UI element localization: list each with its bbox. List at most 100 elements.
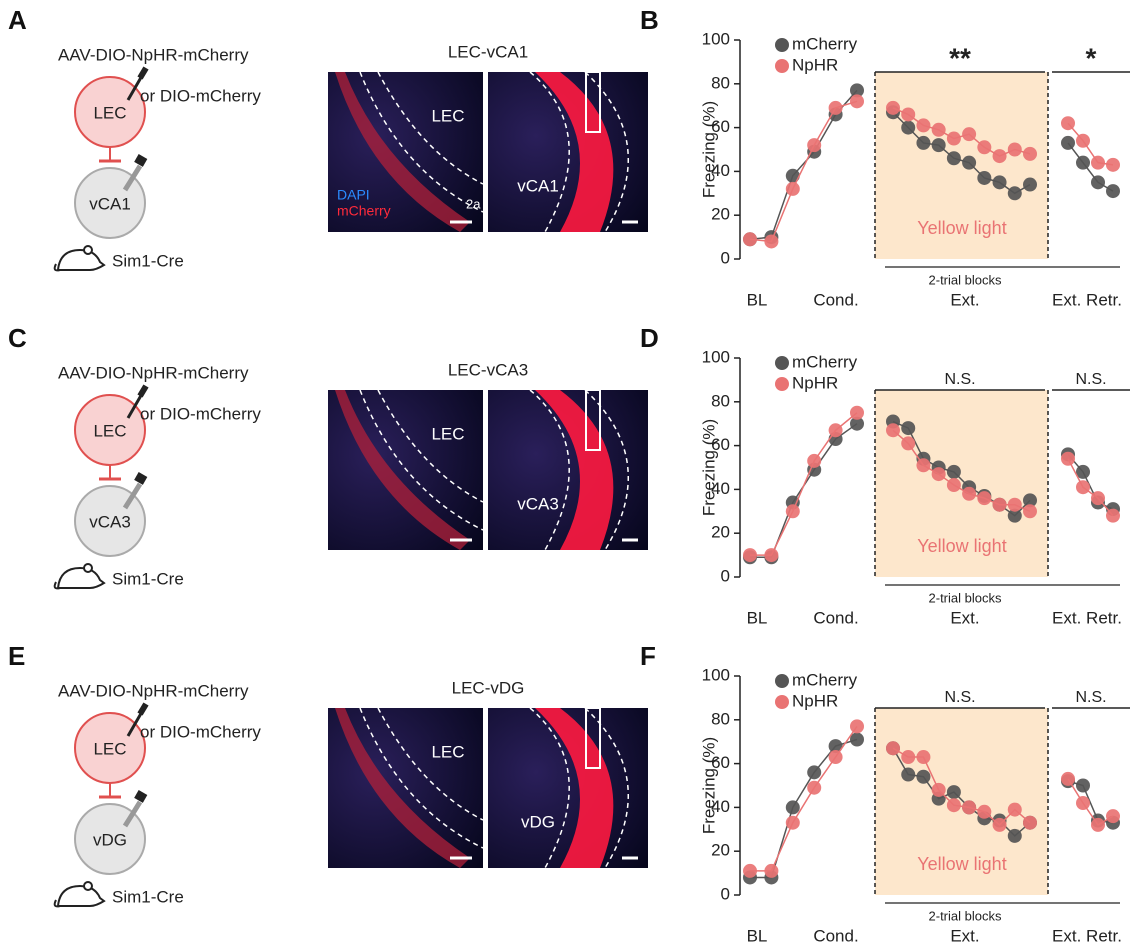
data-point: [1023, 146, 1037, 161]
data-point: [931, 122, 946, 137]
pipette-tip: [137, 66, 149, 80]
y-tick-label: 100: [702, 347, 730, 366]
data-point: [1076, 155, 1090, 170]
boundary: [359, 71, 484, 213]
data-point: [1091, 175, 1105, 190]
light-label: Yellow light: [917, 854, 1006, 874]
boundary: [529, 71, 570, 233]
legend-marker: [775, 377, 789, 391]
construct-label: AAV-DIO-NpHR-mCherry: [58, 681, 249, 700]
data-point: [946, 151, 961, 166]
red-band: [535, 72, 614, 232]
data-point: [1076, 480, 1090, 495]
boundary: [584, 71, 630, 233]
boundary: [359, 389, 484, 531]
y-tick-label: 80: [711, 709, 730, 728]
boundary: [529, 707, 570, 869]
data-point: [886, 423, 900, 438]
data-point: [1061, 135, 1075, 150]
data-point: [1007, 828, 1022, 843]
x-group-label: Ext.: [950, 926, 979, 945]
data-point: [977, 804, 992, 819]
data-point: [785, 800, 800, 815]
source-label: LEC: [93, 421, 126, 440]
legend-label: mCherry: [792, 670, 858, 689]
panel-letter: D: [640, 323, 659, 353]
data-point: [1106, 184, 1120, 199]
legend-label: NpHR: [792, 373, 838, 392]
data-point: [946, 478, 961, 493]
light-period: [875, 72, 1048, 259]
mouse-icon: [53, 248, 106, 272]
data-point: [1076, 133, 1090, 148]
x-group-label: Cond.: [813, 290, 858, 309]
data-point: [962, 486, 977, 501]
data-point: [977, 170, 992, 185]
image-label: vDG: [521, 812, 555, 831]
image-title: LEC-vDG: [452, 678, 525, 697]
data-point: [901, 436, 916, 451]
data-point: [992, 175, 1007, 190]
data-point: [1061, 451, 1075, 466]
data-point: [962, 127, 977, 142]
y-tick-label: 0: [721, 248, 730, 267]
data-point: [785, 168, 800, 183]
data-point: [931, 138, 946, 153]
y-axis-label: Freezing (%): [699, 737, 718, 834]
legend-marker: [775, 695, 789, 709]
data-point: [850, 83, 864, 98]
data-point: [931, 467, 946, 482]
x-group-label: Ext. Retr.: [1052, 926, 1122, 945]
panel-letter: C: [8, 323, 27, 353]
data-point: [901, 120, 916, 135]
data-point: [807, 780, 822, 795]
fiber-track: [585, 707, 601, 769]
source-label: LEC: [93, 739, 126, 758]
y-tick-label: 20: [711, 523, 730, 542]
light-period: [875, 390, 1048, 577]
data-point: [946, 798, 961, 813]
data-point: [962, 800, 977, 815]
x-group-label: Ext.: [950, 290, 979, 309]
y-tick-label: 60: [711, 117, 730, 136]
mouse-ear: [83, 881, 93, 891]
data-point: [1061, 116, 1075, 131]
data-point: [764, 863, 779, 878]
data-point: [992, 817, 1007, 832]
significance-label: *: [1086, 42, 1097, 73]
x-group-label: Ext. Retr.: [1052, 608, 1122, 627]
data-point: [1023, 504, 1037, 519]
red-layer: [335, 708, 470, 868]
data-point: [1061, 771, 1075, 786]
x-group-label: BL: [747, 926, 768, 945]
data-point: [743, 232, 757, 247]
panel-letter: B: [640, 5, 659, 35]
data-point: [828, 750, 843, 765]
fiber-track: [585, 389, 601, 451]
data-point: [946, 785, 961, 800]
significance-label: N.S.: [944, 371, 975, 388]
data-point: [807, 765, 822, 780]
data-point: [916, 458, 931, 473]
injection-pipette: [126, 709, 145, 737]
pipette-tip: [137, 702, 149, 716]
image-label: LEC: [431, 742, 464, 761]
y-tick-label: 100: [702, 29, 730, 48]
optic-fiber: [122, 800, 143, 828]
fiber-cap: [134, 790, 148, 803]
construct-label: AAV-DIO-NpHR-mCherry: [58, 363, 249, 382]
data-point: [850, 732, 864, 747]
boundary: [377, 71, 484, 185]
data-point: [1091, 817, 1105, 832]
data-point: [764, 234, 779, 249]
optic-fiber: [122, 482, 143, 510]
y-tick-label: 20: [711, 841, 730, 860]
image-label: LEC: [431, 106, 464, 125]
y-tick-label: 40: [711, 161, 730, 180]
image-title: LEC-vCA3: [448, 360, 528, 379]
x-group-label: Ext.: [950, 608, 979, 627]
light-period: [875, 708, 1048, 895]
data-point: [946, 464, 961, 479]
significance-label: N.S.: [1075, 371, 1106, 388]
